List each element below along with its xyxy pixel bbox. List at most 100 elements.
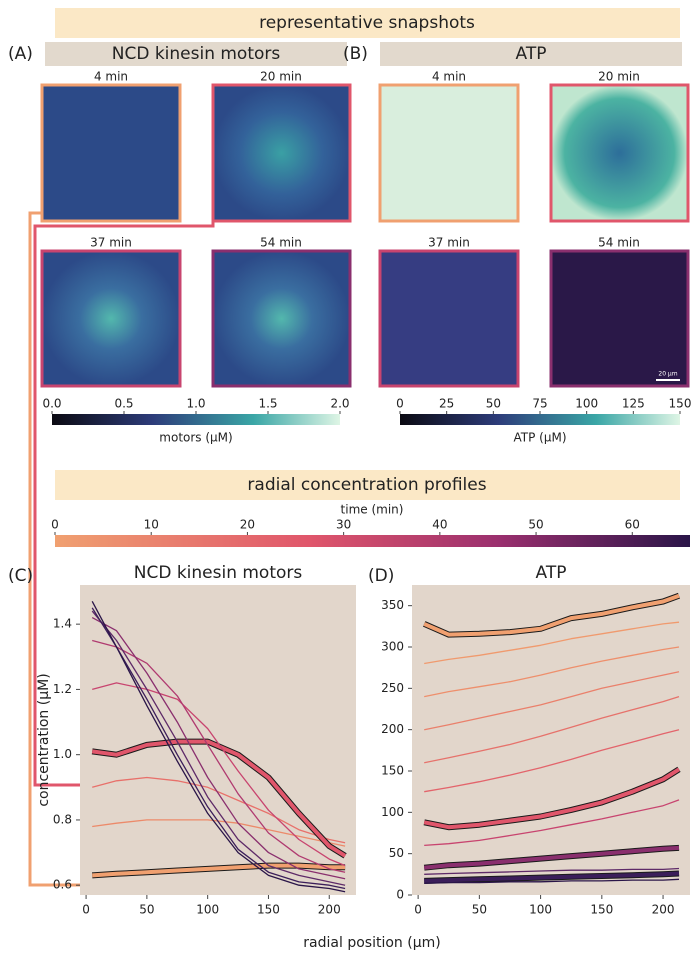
snapshot (378, 249, 520, 388)
colorbar-tick-label: 1.5 (258, 397, 277, 411)
banner (55, 8, 680, 38)
panel-header (380, 42, 682, 66)
snapshot (549, 83, 690, 223)
x-tick-label: 200 (652, 903, 675, 917)
panel-label: (A) (8, 44, 33, 64)
snapshot-label: 54 min (598, 236, 640, 250)
line (92, 682, 346, 867)
y-axis-label: concentration (μM) (36, 673, 52, 806)
line (423, 845, 680, 870)
colorbar-tick-label: 0 (396, 397, 404, 411)
line (92, 776, 346, 844)
colorbar-tick-label: 50 (486, 397, 501, 411)
x-tick-label: 50 (139, 903, 154, 917)
colorbar-tick-label: 50 (528, 518, 543, 532)
colorbar-tick-label: 60 (625, 518, 640, 532)
colorbar (52, 414, 340, 425)
connector (28, 211, 80, 887)
colorbar-tick-label: 0.0 (42, 397, 61, 411)
snapshot-label: 37 min (428, 236, 470, 250)
panel-title: ATP (516, 44, 547, 64)
y-tick-label: 0 (396, 888, 404, 902)
line (424, 871, 680, 883)
line (91, 617, 346, 880)
x-tick-label: 0 (82, 903, 90, 917)
colorbar-tick-label: 75 (532, 397, 547, 411)
colorbar-tick-label: 40 (432, 518, 447, 532)
x-tick-label: 100 (529, 903, 552, 917)
line (424, 729, 680, 793)
line (91, 600, 346, 893)
snapshot (211, 249, 352, 388)
header-title: representative snapshots (259, 13, 475, 33)
chart-title: ATP (536, 563, 567, 583)
colorbar (400, 414, 680, 425)
y-tick-label: 350 (381, 598, 404, 612)
colorbar-tick-label: 0.5 (114, 397, 133, 411)
colorbar-label: time (min) (341, 503, 404, 517)
colorbar-tick-label: 20 (240, 518, 255, 532)
snapshot (211, 83, 352, 223)
colorbar-tick-label: 10 (144, 518, 159, 532)
connector (33, 213, 215, 787)
scale-bar-label: 20 μm (658, 371, 677, 378)
snapshot-label: 37 min (90, 236, 132, 250)
snapshot-label: 4 min (94, 70, 128, 84)
y-tick-label: 200 (381, 722, 404, 736)
y-tick-label: 150 (381, 764, 404, 778)
x-tick-label: 100 (196, 903, 219, 917)
colorbar-tick-label: 150 (669, 397, 691, 411)
colorbar-tick-label: 100 (575, 397, 598, 411)
line (424, 867, 680, 875)
line (91, 739, 347, 858)
profiles-title: radial concentration profiles (247, 475, 486, 495)
panel-label: (C) (8, 566, 33, 586)
y-tick-label: 0.6 (53, 878, 72, 892)
line (424, 621, 680, 665)
panel-header (45, 42, 347, 66)
x-axis-label: radial position (μm) (303, 935, 440, 951)
colorbar-tick-label: 30 (336, 518, 351, 532)
snapshot (40, 83, 182, 223)
y-tick-label: 1.0 (53, 747, 72, 761)
colorbar (55, 535, 690, 547)
colorbar-tick-label: 2.0 (330, 397, 349, 411)
line (423, 767, 681, 830)
x-tick-label: 50 (472, 903, 487, 917)
snapshot (40, 249, 182, 388)
y-tick-label: 300 (381, 640, 404, 654)
line (91, 607, 346, 890)
colorbar-label: motors (μM) (159, 431, 232, 445)
line (92, 819, 346, 847)
panel-title: NCD kinesin motors (112, 44, 281, 64)
banner (55, 470, 680, 500)
colorbar-tick-label: 0 (51, 518, 59, 532)
line (92, 639, 346, 873)
snapshot-label: 20 min (598, 70, 640, 84)
line (424, 799, 680, 847)
colorbar-tick-label: 1.0 (186, 397, 205, 411)
chart-title: NCD kinesin motors (134, 563, 303, 583)
x-tick-label: 150 (257, 903, 280, 917)
line (424, 646, 680, 698)
x-tick-label: 0 (414, 903, 422, 917)
y-tick-label: 1.4 (53, 617, 72, 631)
line (92, 863, 346, 878)
panel-label: (B) (343, 44, 368, 64)
y-tick-label: 50 (389, 846, 404, 860)
snapshot-label: 54 min (260, 236, 302, 250)
x-tick-label: 150 (590, 903, 613, 917)
line (423, 593, 680, 637)
line (424, 878, 680, 885)
plot-area (80, 585, 356, 895)
line (91, 610, 346, 886)
line (424, 671, 680, 731)
snapshot-label: 20 min (260, 70, 302, 84)
colorbar-label: ATP (μM) (513, 431, 566, 445)
snapshots: 20 μm (40, 83, 690, 388)
x-tick-label: 200 (318, 903, 341, 917)
y-tick-label: 250 (381, 681, 404, 695)
y-tick-label: 100 (381, 805, 404, 819)
y-tick-label: 0.8 (53, 812, 72, 826)
snapshot-labels: 4 min 20 min 37 min 54 min 4 min 20 min … (90, 70, 640, 250)
